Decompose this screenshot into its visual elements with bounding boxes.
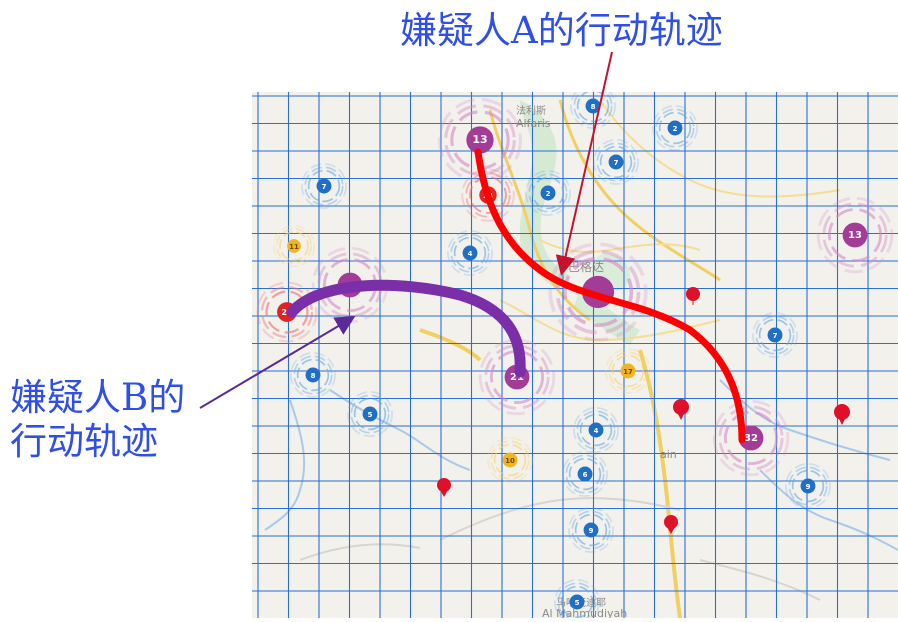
minor-road — [439, 497, 681, 541]
cluster-marker-blue[interactable]: 4 — [573, 407, 619, 453]
river — [759, 469, 898, 551]
road — [599, 99, 841, 198]
map-layer: 法利斯 Alfaris 巴格达 ain 马哈茂迪耶 Al Mahmudiyah … — [252, 84, 898, 618]
cluster-marker-blue[interactable]: 4 — [447, 230, 493, 276]
cluster-count: 21 — [510, 372, 524, 383]
grid-overlay — [252, 92, 898, 618]
cluster-count: 2 — [546, 190, 551, 198]
cluster-marker-blue[interactable]: 8 — [570, 84, 616, 129]
minor-road — [299, 543, 421, 561]
road — [638, 349, 682, 618]
suspect-b-trajectory — [286, 279, 526, 378]
pin-marker — [673, 399, 689, 420]
cluster-count: 6 — [583, 471, 588, 479]
cluster-marker-blue[interactable]: 2 — [652, 105, 698, 151]
suspect-a-annotation-arrow — [555, 51, 613, 276]
cluster-count: 7 — [773, 332, 778, 340]
cluster-marker-yellow[interactable]: 11 — [272, 224, 316, 268]
cluster-marker-blue[interactable]: 8 — [290, 352, 336, 398]
cluster-count: 7 — [322, 183, 327, 191]
cluster-count: 13 — [848, 230, 862, 241]
cluster-marker-blue[interactable]: 5 — [554, 579, 600, 618]
cluster-marker-blue[interactable]: 9 — [568, 507, 614, 553]
cluster-marker-blue[interactable]: 7 — [593, 139, 639, 185]
cluster-count: 4 — [594, 427, 599, 435]
cluster-count: 2 — [673, 125, 678, 133]
cluster-marker-purple[interactable] — [548, 242, 648, 342]
cluster-count: 5 — [368, 411, 373, 419]
cluster-count: 13 — [472, 133, 487, 146]
pin-marker — [686, 287, 700, 305]
cluster-count: 8 — [591, 103, 596, 111]
cluster-marker-blue[interactable]: 9 — [785, 463, 831, 509]
cluster-count: 8 — [311, 372, 316, 380]
cluster-count: 10 — [505, 457, 515, 465]
cluster-marker-blue[interactable]: 7 — [752, 312, 798, 358]
cluster-count: 17 — [623, 368, 633, 376]
cluster-marker-blue[interactable]: 7 — [301, 163, 347, 209]
cluster-count: 11 — [289, 243, 299, 251]
river — [329, 389, 471, 471]
suspect-a-label: 嫌疑人A的行动轨迹 — [400, 9, 723, 52]
place-label: Alfaris — [516, 117, 551, 130]
suspect-b-label-line1: 嫌疑人B的 — [10, 376, 186, 419]
suspect-b-label: 嫌疑人B的 行动轨迹 — [10, 376, 185, 464]
cluster-count: 9 — [589, 527, 594, 535]
cluster-marker-blue[interactable]: 5 — [347, 391, 393, 437]
suspect-b-label-line2: 行动轨迹 — [10, 420, 158, 463]
cluster-marker-blue[interactable]: 2 — [525, 170, 571, 216]
pin-marker — [437, 478, 451, 497]
place-label: ain — [660, 448, 677, 461]
road — [539, 239, 701, 253]
river — [264, 399, 306, 531]
pin-marker — [664, 515, 678, 534]
place-label: Al Mahmudiyah — [542, 607, 627, 618]
cluster-count: 5 — [575, 599, 580, 607]
cluster-count: 9 — [806, 483, 811, 491]
place-label: 法利斯 — [516, 104, 546, 117]
cluster-marker-yellow[interactable]: 10 — [487, 437, 533, 483]
cluster-count: 7 — [614, 159, 619, 167]
cluster-marker-blue[interactable]: 6 — [562, 451, 608, 497]
cluster-marker-yellow[interactable]: 17 — [605, 348, 651, 394]
pin-marker — [834, 404, 850, 425]
suspect-a-trajectory — [474, 148, 746, 444]
road — [419, 328, 482, 362]
cluster-count: 4 — [468, 250, 473, 258]
cluster-count: 32 — [744, 433, 758, 444]
cluster-marker-purple[interactable]: 13 — [816, 196, 894, 274]
suspect-b-annotation-arrow — [199, 315, 356, 409]
place-label: 巴格达 — [568, 259, 604, 274]
